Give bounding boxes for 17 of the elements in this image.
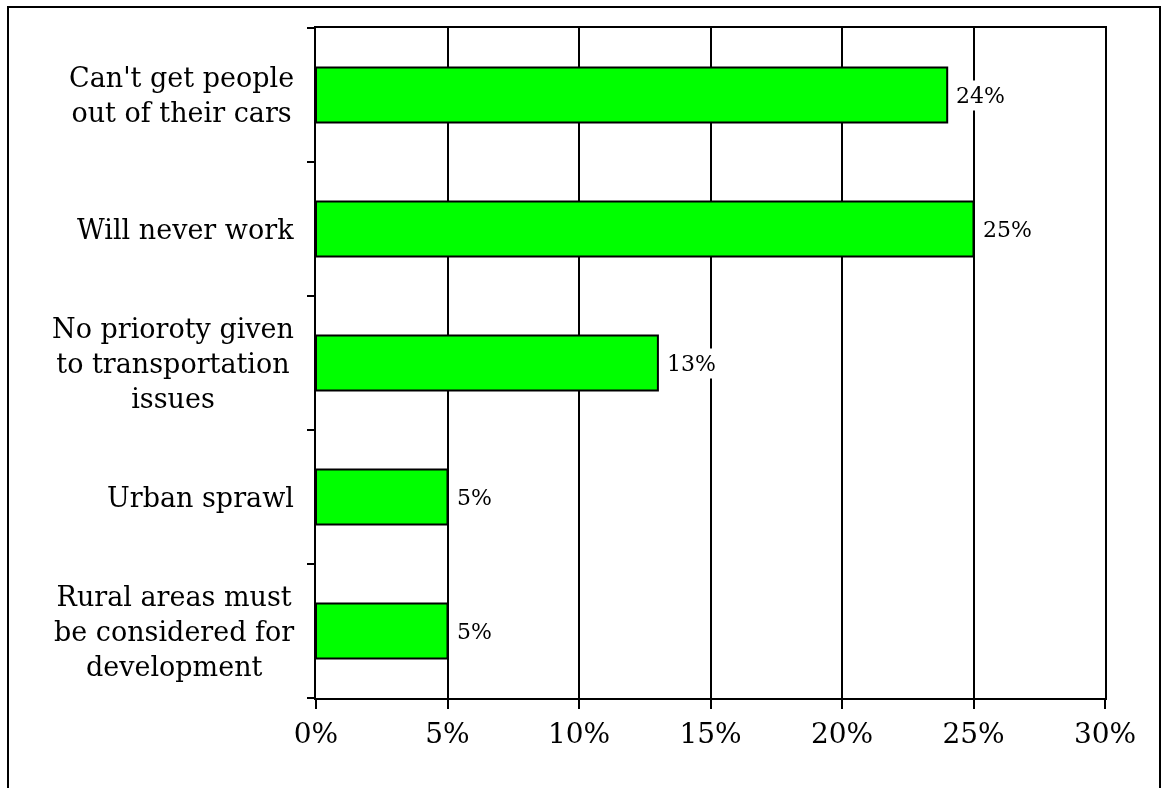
x-tick-label: 20% xyxy=(810,716,874,750)
data-label: 13% xyxy=(667,351,716,376)
x-tick-label: 30% xyxy=(1073,716,1137,750)
x-tick-label: 25% xyxy=(942,716,1005,750)
data-label: 5% xyxy=(457,485,492,510)
y-tick-label: Will never work xyxy=(77,214,295,245)
y-tick-label: Can't get people out of their cars xyxy=(69,62,295,129)
y-tick-label: Rural areas must be considered for development xyxy=(54,581,295,683)
y-tick-label: No prioroty given to transportation issues xyxy=(52,313,294,415)
y-tick-label: Urban sprawl xyxy=(107,482,294,513)
data-label: 24% xyxy=(956,83,1005,108)
x-tick-label: 5% xyxy=(425,716,470,750)
data-label: 25% xyxy=(983,217,1032,242)
data-label: 5% xyxy=(457,619,492,644)
x-tick-label: 15% xyxy=(679,716,742,750)
x-tick-label: 0% xyxy=(293,716,339,750)
x-tick-label: 10% xyxy=(547,716,611,750)
